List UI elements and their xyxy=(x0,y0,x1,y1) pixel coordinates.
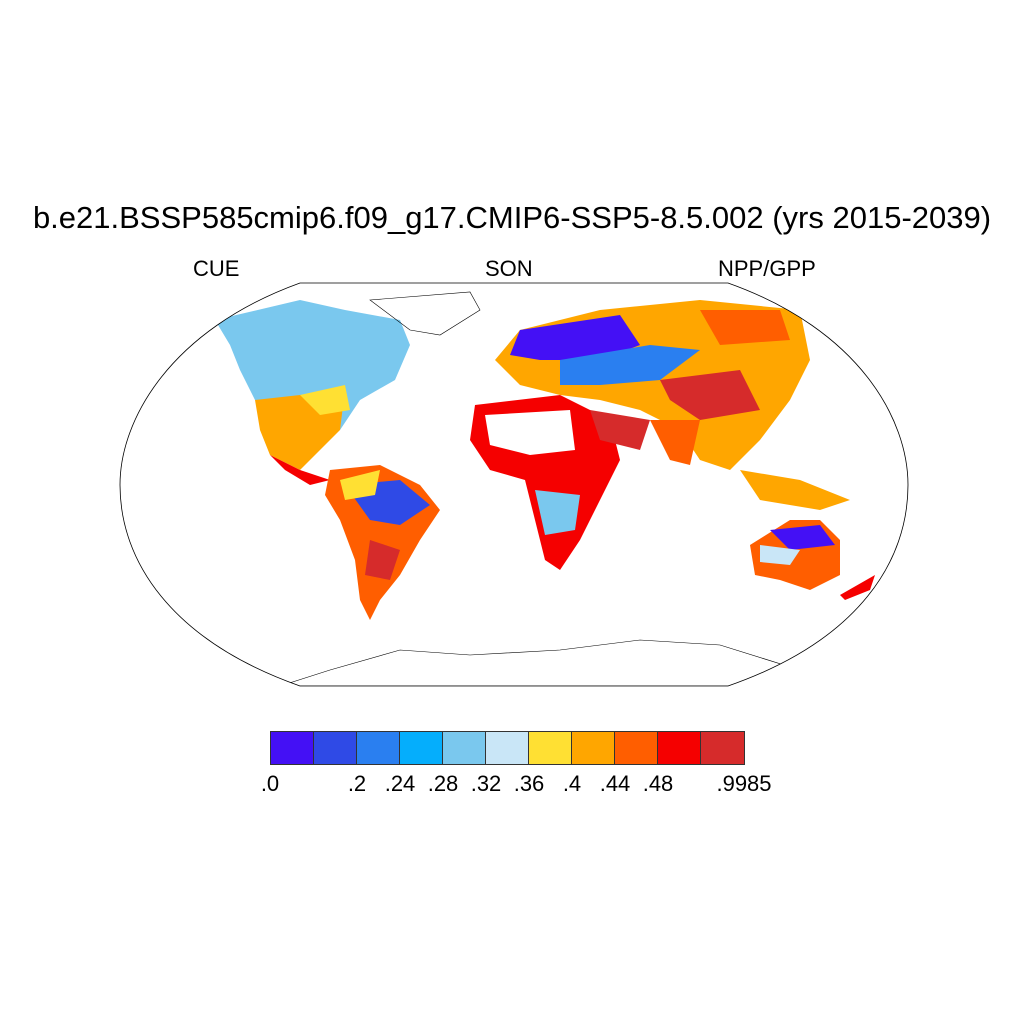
colorbar-label: .48 xyxy=(642,771,674,796)
antarctica xyxy=(279,639,801,686)
colorbar-box xyxy=(400,732,443,764)
colorbar-label: .28 xyxy=(427,771,459,796)
colorbar-box xyxy=(701,732,744,764)
colorbar-box xyxy=(615,732,658,764)
colorbar-label: .24 xyxy=(384,771,416,796)
colorbar-label: .2 xyxy=(347,771,367,796)
plot-title: b.e21.BSSP585cmip6.f09_g17.CMIP6-SSP5-8.… xyxy=(32,200,992,235)
greenland xyxy=(369,291,481,336)
colorbar-box xyxy=(271,732,314,764)
right-string: NPP/GPP xyxy=(718,256,816,281)
colorbar xyxy=(270,731,745,765)
colorbar-box xyxy=(658,732,701,764)
colorbar-box xyxy=(572,732,615,764)
map-border xyxy=(119,282,909,687)
colorbar-box xyxy=(357,732,400,764)
colorbar-label: .9985 xyxy=(716,771,772,796)
colorbar-label: .32 xyxy=(470,771,502,796)
colorbar-label: .0 xyxy=(260,771,280,796)
colorbar-label: .44 xyxy=(599,771,631,796)
colorbar-label: .36 xyxy=(513,771,545,796)
left-string: CUE xyxy=(193,256,240,281)
colorbar-label: .4 xyxy=(562,771,582,796)
colorbar-box xyxy=(443,732,486,764)
center-string: SON xyxy=(485,256,533,281)
colorbar-box xyxy=(529,732,572,764)
colorbar-box xyxy=(486,732,529,764)
colorbar-box xyxy=(314,732,357,764)
